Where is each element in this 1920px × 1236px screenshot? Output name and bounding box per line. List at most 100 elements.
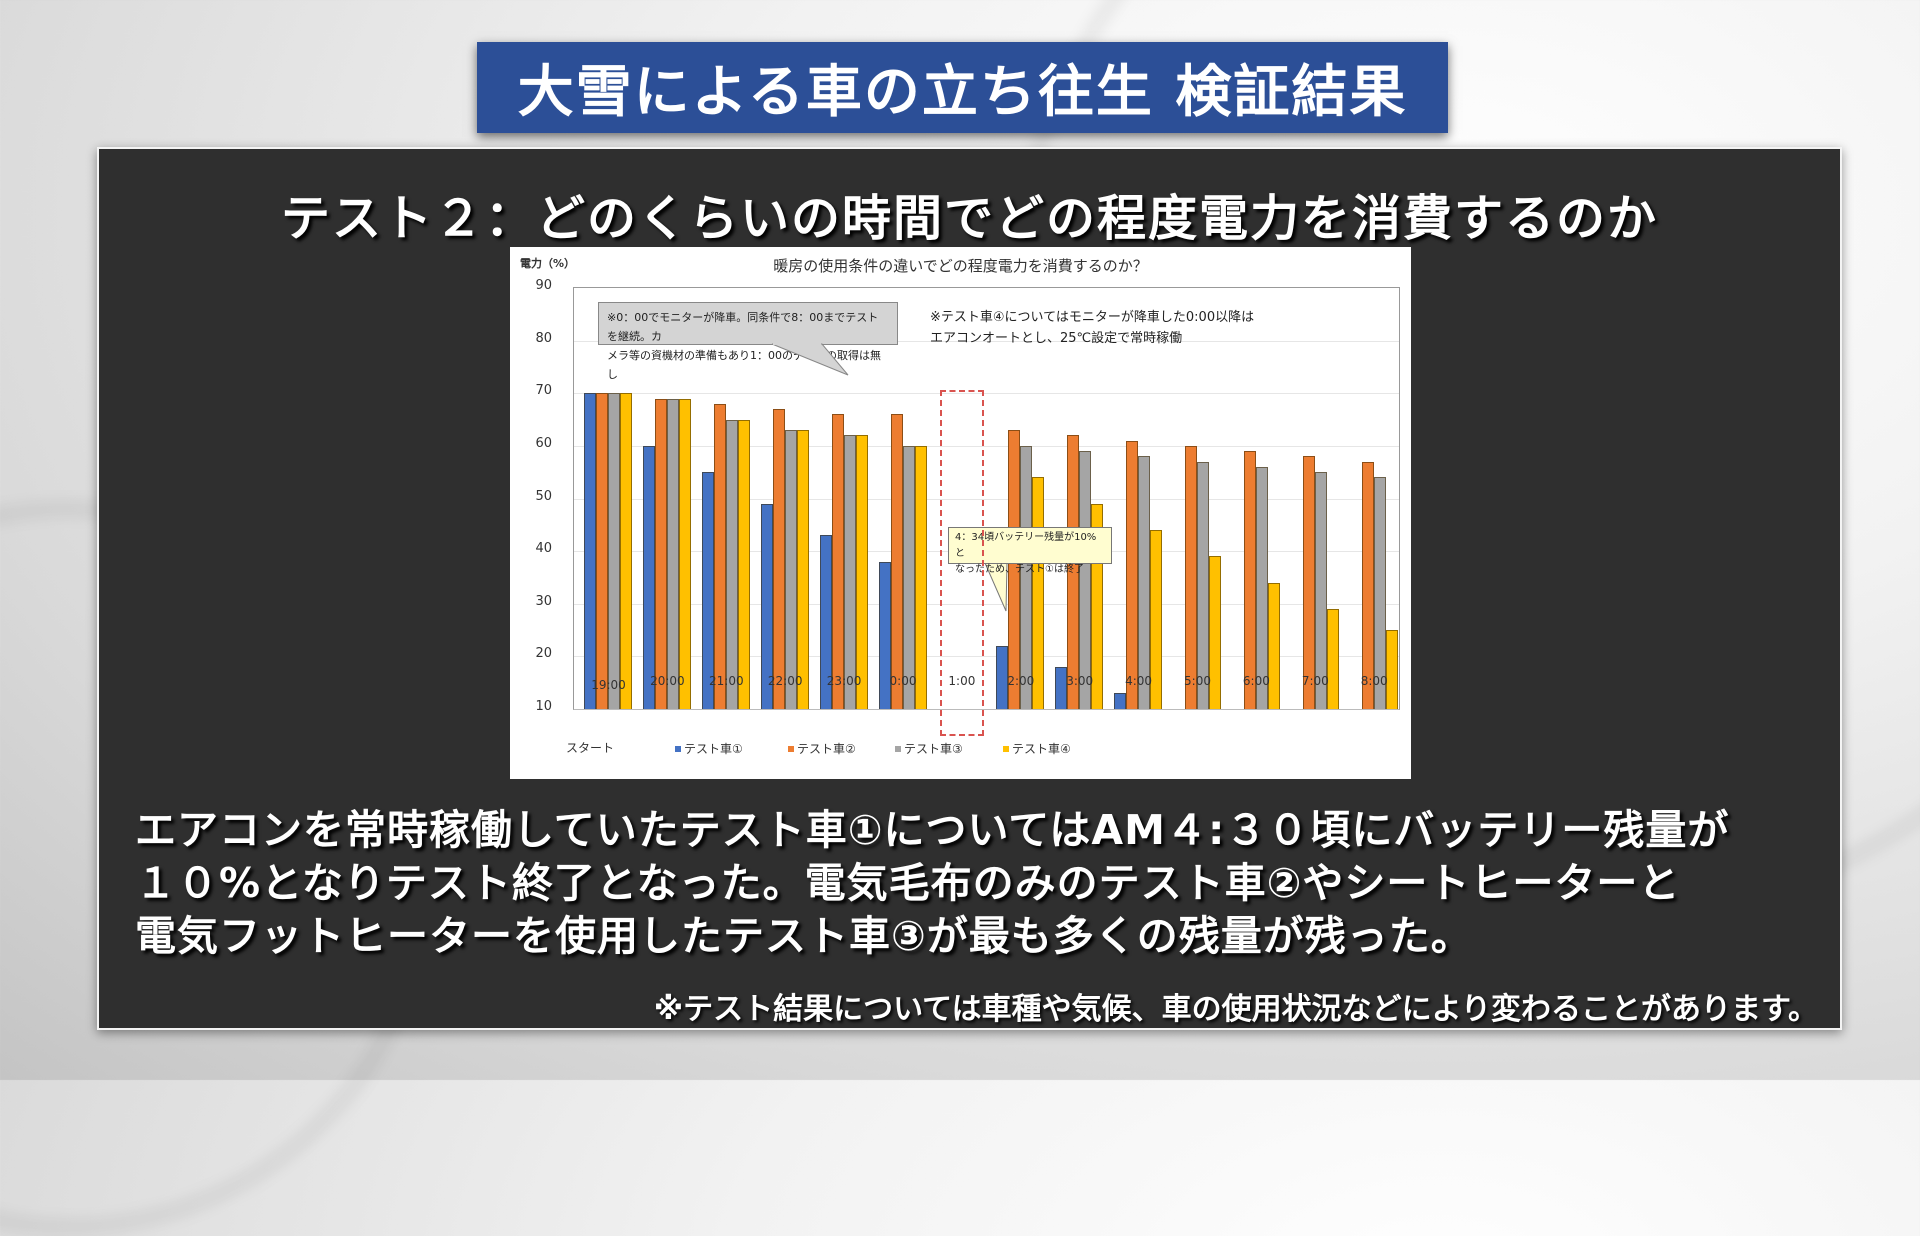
- gridline: [574, 393, 1399, 395]
- bar-テスト車②: [1008, 430, 1021, 709]
- x-tick-label: 7:00: [1301, 674, 1329, 688]
- y-tick-label: 50: [535, 488, 552, 504]
- bar-テスト車④: [737, 419, 750, 709]
- legend-swatch: [675, 745, 681, 752]
- test-subtitle: テスト２：どのくらいの時間でどの程度電力を消費するのか: [280, 190, 1658, 247]
- x-tick-label: 20:00: [650, 674, 685, 688]
- legend-item: テスト車①: [675, 740, 743, 757]
- bar-テスト車③: [902, 445, 915, 709]
- x-tick-label: 22:00: [767, 674, 803, 688]
- bar-テスト車④: [796, 430, 809, 709]
- bar-テスト車①: [1114, 693, 1127, 709]
- gridline: [574, 603, 1399, 605]
- gridline: [574, 340, 1399, 342]
- legend-item: テスト車②: [788, 740, 856, 757]
- bar-テスト車①: [1055, 666, 1068, 709]
- y-tick-label: 10: [535, 699, 552, 714]
- bar-テスト車④: [678, 398, 691, 709]
- bar-テスト車③: [784, 430, 797, 709]
- bar-テスト車②: [772, 409, 785, 709]
- bar-テスト車③: [666, 398, 679, 709]
- bar-テスト車②: [654, 398, 667, 709]
- y-tick-label: 20: [535, 646, 552, 662]
- x-start-label: スタート: [566, 741, 615, 755]
- bar-テスト車④: [1267, 582, 1280, 709]
- x-tick-label: 23:00: [826, 674, 862, 688]
- y-tick-label: 60: [535, 435, 552, 451]
- bar-テスト車①: [996, 645, 1009, 709]
- x-tick-label: 0:00: [889, 674, 917, 688]
- legend-item: テスト車④: [1003, 740, 1071, 757]
- content-panel: テスト２：どのくらいの時間でどの程度電力を消費するのか 電力（%） 暖房の使用条…: [97, 147, 1842, 1030]
- bar-テスト車②: [1361, 461, 1374, 709]
- bar-テスト車③: [1314, 472, 1327, 709]
- x-tick-label: 1:00: [948, 674, 976, 688]
- bar-テスト車②: [1067, 435, 1080, 709]
- bar-テスト車②: [1185, 445, 1197, 709]
- bar-テスト車④: [855, 435, 868, 709]
- x-tick-label: 5:00: [1184, 674, 1211, 688]
- page-title: 大雪による車の立ち往生 検証結果: [517, 60, 1408, 125]
- legend-label: テスト車①: [684, 742, 743, 756]
- gridline: [574, 445, 1399, 447]
- bar-テスト車②: [1302, 456, 1315, 709]
- bar-テスト車②: [596, 393, 608, 709]
- x-tick-label: 2:00: [1007, 674, 1035, 688]
- bar-テスト車③: [1138, 456, 1151, 709]
- x-tick-label: 6:00: [1242, 674, 1270, 688]
- x-tick-label: 8:00: [1360, 674, 1388, 688]
- x-tick-label: 3:00: [1066, 674, 1094, 688]
- disclaimer-text: ※テスト結果については車種や気候、車の使用状況などにより変わることがあります。: [653, 992, 1818, 1027]
- title-banner: 大雪による車の立ち往生 検証結果: [477, 42, 1448, 133]
- bar-テスト車①: [760, 503, 773, 709]
- bar-テスト車①: [701, 472, 714, 709]
- y-tick-label: 30: [535, 593, 552, 609]
- legend-item: テスト車③: [895, 740, 963, 757]
- bar-テスト車①: [584, 393, 596, 709]
- legend-label: テスト車④: [1012, 742, 1071, 756]
- no-data-highlight-box: [940, 390, 985, 736]
- bar-テスト車④: [1209, 556, 1221, 709]
- bar-テスト車②: [831, 414, 844, 709]
- bar-chart: 電力（%） 暖房の使用条件の違いでどの程度電力を消費するのか？ 90 80 70 60…: [510, 247, 1411, 779]
- plot-area: [573, 287, 1400, 710]
- legend-swatch: [788, 745, 794, 752]
- x-tick-label: 19:00: [591, 678, 626, 692]
- bar-テスト車②: [890, 414, 903, 709]
- summary-text: エアコンを常時稼働していたテスト車①についてはAM４:３０頃にバッテリー残量が …: [135, 806, 1730, 960]
- x-tick-label: 21:00: [709, 674, 744, 688]
- bar-テスト車①: [878, 561, 891, 709]
- bar-テスト車③: [608, 393, 620, 709]
- bar-テスト車④: [1385, 630, 1398, 709]
- bar-テスト車③: [1020, 445, 1033, 709]
- bar-テスト車③: [1255, 466, 1268, 709]
- y-tick-label: 90: [535, 278, 552, 293]
- bar-テスト車②: [1126, 440, 1139, 709]
- bar-テスト車④: [620, 393, 632, 709]
- y-axis-label: 電力（%）: [520, 257, 576, 270]
- bar-テスト車③: [725, 419, 738, 709]
- legend-swatch: [1003, 745, 1009, 752]
- bar-テスト車①: [642, 445, 655, 709]
- bar-テスト車③: [1197, 461, 1209, 709]
- battery-end-callout: 4：34頃バッテリー残量が10%と なったため、テスト①は終了: [948, 527, 1112, 575]
- bar-テスト車③: [1373, 477, 1386, 709]
- car4-note: ※テスト車④についてはモニターが降車した0:00以降は エアコンオートとし、25…: [930, 310, 1255, 346]
- bar-テスト車④: [1326, 609, 1339, 709]
- bar-テスト車④: [914, 445, 927, 709]
- x-tick-label: 4:00: [1125, 674, 1153, 688]
- y-tick-label: 40: [535, 541, 552, 557]
- gridline: [574, 656, 1399, 658]
- bar-テスト車①: [819, 535, 832, 709]
- bar-テスト車②: [713, 403, 726, 709]
- legend-label: テスト車②: [797, 742, 856, 756]
- bar-テスト車③: [843, 435, 856, 709]
- no-data-callout: ※0：00でモニターが降車。同条件で8：00までテストを継続。カ メラ等の資機材…: [598, 302, 898, 381]
- chart-title: 暖房の使用条件の違いでどの程度電力を消費するのか？: [773, 257, 1148, 275]
- bar-テスト車②: [1243, 451, 1256, 709]
- legend-swatch: [895, 745, 901, 752]
- bar-テスト車③: [1079, 451, 1092, 709]
- y-tick-label: 70: [535, 383, 552, 399]
- bar-テスト車④: [1150, 530, 1163, 709]
- gridline: [574, 498, 1399, 500]
